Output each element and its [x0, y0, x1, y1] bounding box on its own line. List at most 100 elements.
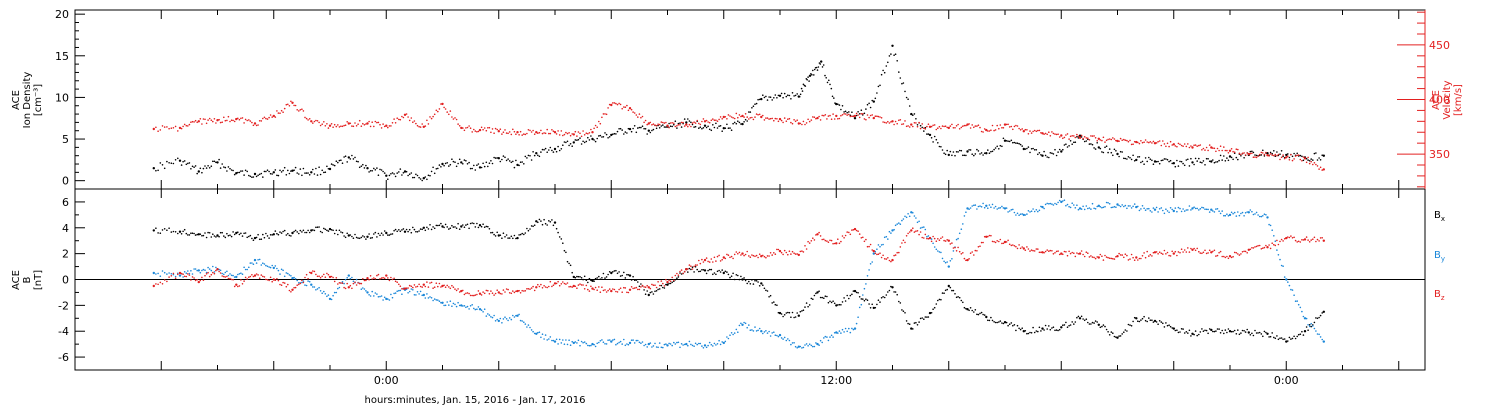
field-by-sample — [1216, 208, 1219, 210]
field-bz-sample — [755, 254, 758, 257]
velocity-sample — [265, 117, 267, 120]
field-bz-sample — [799, 250, 802, 253]
field-bz-sample — [282, 281, 284, 284]
field-bx-sample — [969, 307, 972, 309]
field-by-sample — [168, 272, 170, 274]
field-bx-sample — [794, 316, 797, 318]
field-by-sample — [894, 224, 897, 227]
field-by-sample — [565, 339, 567, 341]
field-bz-sample — [541, 287, 544, 289]
field-bx-sample — [1183, 332, 1186, 334]
field-bx-sample — [408, 228, 411, 231]
field-bz-sample — [768, 255, 770, 257]
field-bz-sample — [1137, 259, 1139, 261]
velocity-sample — [327, 127, 330, 129]
field-by-sample — [1024, 214, 1027, 216]
velocity-sample — [1043, 133, 1045, 135]
density-sample — [1040, 154, 1042, 156]
field-bx-point — [516, 236, 519, 240]
density-sample — [313, 173, 316, 175]
field-bx-sample — [213, 235, 216, 237]
field-bx-sample — [491, 231, 494, 234]
field-bz-point — [441, 284, 444, 288]
field-by-point — [1060, 200, 1063, 204]
field-by-sample — [155, 273, 157, 275]
field-bz-sample — [680, 269, 683, 271]
field-bx-sample — [324, 228, 327, 231]
field-bx-sample — [394, 228, 397, 231]
velocity-sample — [1201, 149, 1203, 151]
density-sample — [1032, 147, 1034, 150]
field-bz-sample — [463, 293, 466, 296]
density-point — [572, 141, 575, 144]
field-by-sample — [1302, 315, 1305, 318]
density-sample — [993, 148, 995, 151]
field-bx-sample — [755, 280, 758, 282]
density-sample — [1188, 165, 1191, 167]
field-by-sample — [390, 293, 392, 296]
density-point — [1153, 160, 1157, 163]
field-bz-sample — [407, 287, 409, 289]
field-bx-point — [253, 236, 257, 240]
field-bx-sample — [1230, 330, 1233, 333]
axes-layer — [74, 9, 1426, 371]
velocity-sample — [1112, 137, 1114, 139]
velocity-sample — [994, 129, 997, 131]
field-bz-sample — [227, 277, 230, 280]
field-bx-sample — [1076, 316, 1078, 319]
field-bx-sample — [807, 305, 809, 308]
field-bz-sample — [1274, 244, 1277, 247]
field-bz-sample — [1069, 252, 1072, 255]
velocity-sample — [321, 123, 324, 125]
density-sample — [638, 126, 641, 129]
field-bz-point — [310, 271, 313, 275]
field-bx-sample — [885, 294, 888, 296]
velocity-sample — [365, 123, 367, 125]
field-by-sample — [407, 292, 409, 294]
field-bx-sample — [768, 296, 770, 298]
velocity-sample — [940, 127, 942, 130]
field-bx-sample — [994, 321, 997, 324]
field-bz-sample — [1216, 254, 1219, 257]
field-by-sample — [1082, 205, 1084, 208]
field-by-sample — [468, 308, 470, 310]
velocity-point — [422, 125, 425, 128]
field-by-sample — [1165, 208, 1167, 210]
field-bz-sample — [608, 288, 611, 290]
field-bx-point — [422, 226, 425, 229]
field-by-sample — [637, 339, 639, 342]
density-point — [1266, 152, 1269, 155]
field-bx-sample — [530, 225, 533, 227]
density-sample — [819, 63, 822, 65]
field-bx-sample — [210, 236, 213, 238]
density-sample — [185, 163, 188, 166]
field-bx-point — [1172, 327, 1176, 330]
density-sample — [1193, 163, 1195, 166]
field-bx-sample — [1148, 317, 1150, 319]
density-sample — [552, 151, 555, 153]
field-bx-sample — [979, 312, 981, 315]
velocity-sample — [912, 125, 914, 128]
field-bz-point — [1003, 240, 1007, 244]
field-bz-sample — [715, 260, 717, 262]
density-sample — [602, 136, 605, 138]
field-by-sample — [1244, 212, 1247, 214]
field-bx-sample — [830, 301, 833, 304]
velocity-sample — [552, 130, 555, 132]
field-bx-sample — [560, 238, 563, 240]
field-by-sample — [1299, 306, 1302, 309]
field-bz-sample — [619, 287, 622, 290]
velocity-sample — [1157, 140, 1159, 143]
density-sample — [712, 124, 714, 126]
field-bz-sample — [512, 290, 514, 292]
field-bx-point — [197, 233, 200, 236]
velocity-sample — [465, 127, 467, 129]
density-sample — [776, 97, 778, 99]
field-by-sample — [1158, 208, 1161, 210]
velocity-sample — [394, 122, 397, 124]
velocity-sample — [885, 122, 888, 124]
velocity-sample — [233, 120, 236, 123]
velocity-sample — [719, 116, 722, 118]
density-sample — [849, 114, 852, 117]
field-bz-sample — [290, 291, 292, 293]
